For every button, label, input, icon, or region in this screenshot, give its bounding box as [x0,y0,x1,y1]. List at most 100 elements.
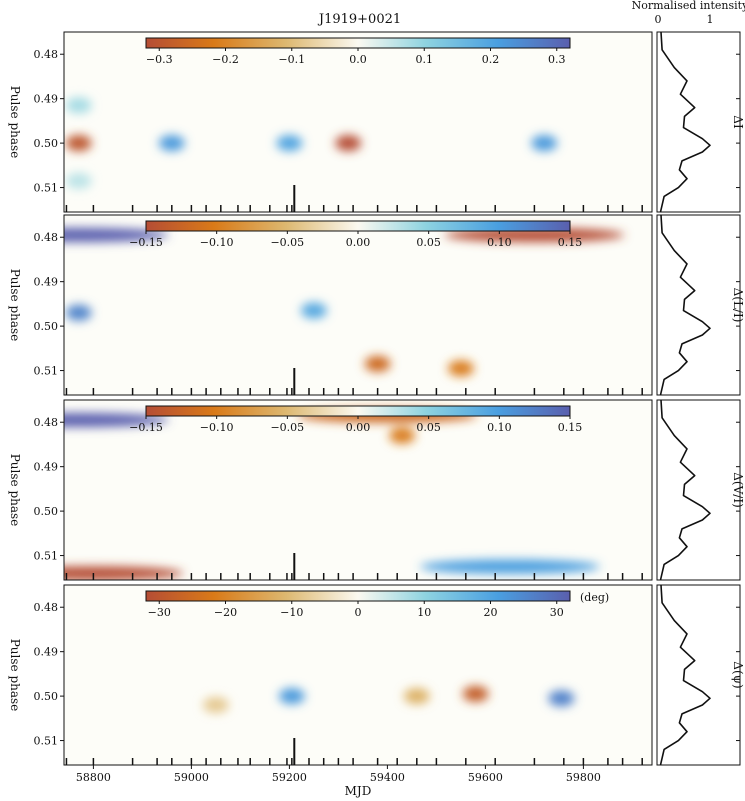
colorbar-tick-label: 0.05 [416,236,441,249]
y-tick-label: 0.51 [34,735,59,748]
y-tick-label: 0.50 [34,505,59,518]
colorbar-tick-label: −0.1 [278,53,305,66]
heatmap-panel: 0.48 0.49 0.50 0.51 Pulse phase −0.15 −0.10 −0.… [8,214,745,396]
colorbar-tick-label: 0.1 [416,53,434,66]
heatmap-panel: 0.48 0.49 0.50 0.51 Pulse phase −0.15 −0.10 −0.… [8,399,745,581]
profile-tick-0: 0 [655,13,662,26]
y-tick-label: 0.49 [34,646,59,659]
panel-quantity-label: Δ(L/I) [731,288,745,323]
colorbar-tick-label: 0.2 [482,53,500,66]
colorbar-tick-label: 0 [355,606,362,619]
x-tick-label: 59400 [370,771,405,784]
heatmap-feature [548,690,575,707]
x-tick-label: 59200 [272,771,307,784]
panel-background [64,32,652,212]
heatmap-feature [447,360,474,377]
colorbar-tick-label: 0.15 [558,236,583,249]
heatmap-feature [65,172,92,189]
heatmap-feature [64,413,169,427]
panel-quantity-label: ΔI [731,115,745,129]
colorbar-tick-label: 0.10 [487,421,512,434]
heatmap-feature [65,97,92,114]
colorbar-tick-label: −0.15 [129,236,163,249]
heatmap-feature [64,228,169,242]
heatmap-feature [403,688,430,705]
figure-title: J1919+0021 [317,12,401,27]
colorbar-tick-label: −10 [280,606,303,619]
panel-background [64,400,652,580]
y-tick-label: 0.50 [34,137,59,150]
heatmap-feature [65,304,92,321]
colorbar-tick-label: −0.2 [212,53,239,66]
colorbar-unit: (deg) [580,591,609,604]
y-tick-label: 0.48 [34,601,59,614]
colorbar-tick-label: −0.10 [200,421,234,434]
x-axis-label: MJD [345,784,372,798]
x-tick-label: 59000 [174,771,209,784]
colorbar-tick-label: 0.00 [346,236,371,249]
profile-frame [656,214,741,396]
heatmap-feature [364,355,391,372]
panel-frame [63,399,653,581]
mean-profile-curve [659,399,711,581]
heatmap-feature [531,135,558,152]
colorbar-tick-label: 0.05 [416,421,441,434]
y-axis-label: Pulse phase [8,454,22,527]
heatmap-feature [300,302,327,319]
colorbar-tick-label: −0.10 [200,236,234,249]
colorbar-tick-label: −30 [148,606,171,619]
profile-frame [656,584,741,766]
y-tick-label: 0.50 [34,320,59,333]
colorbar [145,405,571,417]
heatmap-feature [158,135,185,152]
colorbar-tick-label: −0.05 [270,236,304,249]
colorbar [145,590,571,602]
colorbar-tick-label: −20 [214,606,237,619]
colorbar [145,37,571,49]
y-tick-label: 0.49 [34,276,59,289]
heatmap-cells [65,97,558,189]
y-tick-label: 0.49 [34,93,59,106]
colorbar-tick-label: −0.15 [129,421,163,434]
y-axis-label: Pulse phase [8,86,22,159]
colorbar-tick-label: 30 [550,606,564,619]
heatmap-feature [276,135,303,152]
panel-frame [63,31,653,213]
panel-frame [63,214,653,396]
y-tick-label: 0.51 [34,550,59,563]
heatmap-feature [278,688,305,705]
colorbar [145,220,571,232]
x-tick-label: 58800 [76,771,111,784]
mean-profile-curve [659,31,711,213]
heatmap-feature [335,135,362,152]
heatmap-feature [462,685,489,702]
profile-tick-1: 1 [707,13,714,26]
y-tick-label: 0.49 [34,461,59,474]
y-axis-label: Pulse phase [8,269,22,342]
colorbar-tick-label: 0.15 [558,421,583,434]
heatmap-feature [65,135,92,152]
heatmap-feature [389,427,416,444]
panel-quantity-label: Δ(V/I) [731,472,745,507]
y-axis-label: Pulse phase [8,639,22,712]
x-tick-label: 59800 [566,771,601,784]
heatmap-panel: 0.48 0.49 0.50 0.51 Pulse phase −30 −20 −10 0 10 2… [8,584,745,784]
panel-background [64,215,652,395]
colorbar-tick-label: 0.3 [548,53,566,66]
heatmap-feature [202,697,229,713]
heatmap-panel: 0.48 0.49 0.50 0.51 Pulse phase −0.3 −0.2 −0.1 0… [8,31,745,213]
colorbar-tick-label: −0.05 [270,421,304,434]
colorbar-tick-label: −0.3 [146,53,173,66]
mean-profile-curve [659,214,711,396]
colorbar-tick-label: 0.10 [487,236,512,249]
colorbar-tick-label: 20 [484,606,498,619]
heatmap-cells [202,685,575,713]
panel-background [64,585,652,765]
y-tick-label: 0.48 [34,416,59,429]
y-tick-label: 0.48 [34,231,59,244]
y-tick-label: 0.48 [34,48,59,61]
colorbar-tick-label: 0.00 [346,421,371,434]
colorbar-tick-label: 0.0 [349,53,367,66]
